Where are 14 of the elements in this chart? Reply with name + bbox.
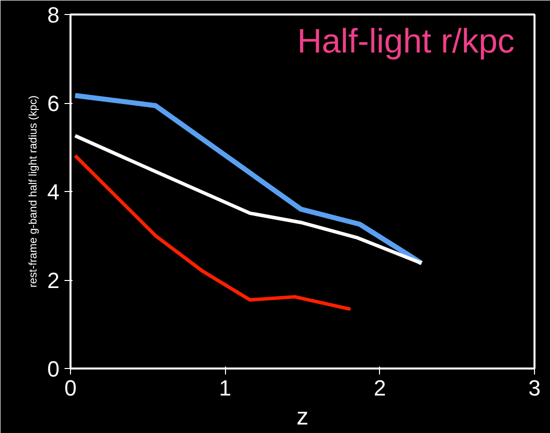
x-tick-label: 2 (374, 376, 386, 400)
y-tick-label: 8 (47, 2, 60, 28)
line-series (73, 154, 352, 311)
y-tick-label: 6 (47, 91, 60, 116)
y-axis-title: rest-frame g-band half light radius (kpc) (27, 96, 40, 288)
x-tick-label: 1 (219, 376, 232, 400)
y-tick-label: 0 (47, 356, 60, 382)
y-tick-label: 2 (47, 268, 60, 293)
x-tick-label: 3 (528, 376, 541, 400)
chart-title: Half-light r/kpc (297, 22, 514, 60)
y-tick-label: 4 (47, 180, 60, 204)
x-tick-label: 0 (64, 376, 77, 400)
line-series (73, 134, 424, 265)
x-axis-title: z (296, 404, 308, 430)
